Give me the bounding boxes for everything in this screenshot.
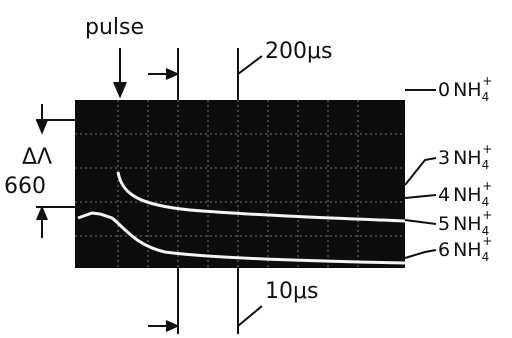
trace-label-sup: + bbox=[482, 234, 492, 248]
trace-label-sub: 4 bbox=[482, 250, 490, 264]
scope-screen bbox=[75, 100, 405, 268]
trace-leaders bbox=[405, 90, 436, 258]
trace-label-sup: + bbox=[482, 74, 492, 88]
trace-label-species: NH bbox=[453, 79, 482, 101]
trace-label-count: 0 bbox=[438, 79, 450, 101]
bottom-time-label: 10μs bbox=[265, 279, 318, 304]
trace-label-sup: + bbox=[482, 179, 492, 193]
trace-label-count: 5 bbox=[438, 213, 450, 235]
trace-label-sub: 4 bbox=[482, 158, 490, 172]
trace-label-species: NH bbox=[453, 213, 482, 235]
trace-label-sub: 4 bbox=[482, 90, 490, 104]
trace-label-sup: + bbox=[482, 142, 492, 156]
pulse-arrow bbox=[114, 48, 126, 96]
delta-label: ΔΛ bbox=[22, 145, 52, 170]
trace-label-species: NH bbox=[453, 184, 482, 206]
trace-label-count: 6 bbox=[438, 239, 450, 261]
figure: pulse 200μs 10μs ΔΛ 660 0NH4+3NH4+4NH4+5… bbox=[0, 0, 512, 334]
trace-label-species: NH bbox=[453, 147, 482, 169]
trace-label-species: NH bbox=[453, 239, 482, 261]
trace-label-count: 4 bbox=[438, 184, 450, 206]
pulse-label: pulse bbox=[85, 15, 144, 40]
top-time-markers bbox=[148, 48, 262, 100]
bottom-time-markers bbox=[148, 268, 262, 334]
trace-label-sup: + bbox=[482, 208, 492, 222]
delta-markers bbox=[36, 104, 75, 238]
top-time-label: 200μs bbox=[265, 39, 332, 64]
trace-label-count: 3 bbox=[438, 147, 450, 169]
trace-label-sub: 4 bbox=[482, 195, 490, 209]
delta-value: 660 bbox=[4, 174, 46, 199]
